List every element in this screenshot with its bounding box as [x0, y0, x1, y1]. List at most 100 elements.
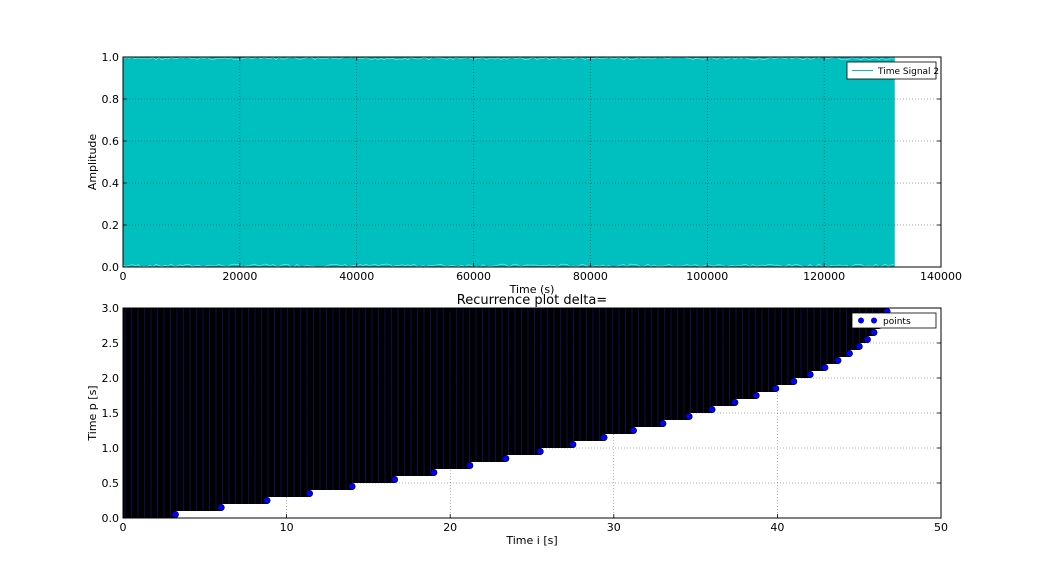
points-row-end-marker: [845, 349, 853, 357]
signal-y-tick-label: 0.2: [102, 219, 120, 232]
points-row: [123, 329, 874, 336]
points-row: [123, 483, 353, 490]
points-row-end-marker: [306, 489, 314, 497]
signal-legend-label: Time Signal 2: [877, 67, 939, 77]
points-row-end-marker: [863, 335, 871, 343]
recurrence-plot-ticks: 0 10 20 30 40 50 0.0 0.5 1.0 1.5 2.0 2.5 3.0: [102, 302, 949, 534]
points-row-texture: [124, 462, 470, 469]
points-row-texture: [124, 483, 347, 490]
points-row-texture: [124, 490, 308, 497]
points-row: [123, 504, 222, 511]
points-row: [123, 392, 757, 399]
points-row: [123, 350, 850, 357]
points-row-texture: [124, 448, 535, 455]
signal-x-tick-label: 0: [120, 270, 127, 283]
points-row-texture: [124, 336, 867, 343]
points-row: [123, 371, 811, 378]
points-row: [123, 462, 470, 469]
points-row-end-marker: [600, 433, 608, 441]
points-row-texture: [124, 364, 821, 371]
recurrence-y-tick-label: 2.0: [102, 372, 120, 385]
points-row-end-marker: [772, 384, 780, 392]
points-row-end-marker: [731, 398, 739, 406]
points-legend-marker: [858, 317, 864, 324]
points-legend: points: [851, 312, 937, 329]
points-row-end-marker: [806, 370, 814, 378]
signal-x-tick-label: 100000: [686, 270, 728, 283]
points-row-end-marker: [870, 328, 878, 336]
points-row: [123, 511, 176, 518]
points-row-texture: [124, 308, 886, 315]
points-legend-marker: [871, 317, 877, 324]
recurrence-x-tick-label: 40: [770, 521, 784, 534]
recurrence-y-tick-label: 0.5: [102, 477, 120, 490]
points-row: [123, 399, 735, 406]
points-row-end-marker: [391, 475, 399, 483]
signal-x-tick-label: 40000: [339, 270, 374, 283]
points-row-end-marker: [855, 342, 863, 350]
signal-y-tick-label: 1.0: [102, 51, 120, 64]
points-row-end-marker: [263, 496, 271, 504]
signal-y-tick-label: 0.8: [102, 93, 120, 106]
points-row-end-marker: [502, 454, 510, 462]
signal-plot: 0 20000 40000 60000 80000 100000 120000 140000 0…: [86, 51, 962, 296]
points-row-texture: [124, 357, 834, 364]
points-row-texture: [124, 441, 568, 448]
recurrence-x-tick-label: 10: [280, 521, 294, 534]
recurrence-x-tick-label: 0: [120, 521, 127, 534]
recurrence-x-axis-label: Time i [s]: [505, 534, 557, 547]
points-row: [123, 385, 776, 392]
points-row-end-marker: [536, 447, 544, 455]
recurrence-y-axis-label: Time p [s]: [86, 385, 99, 441]
points-row: [123, 364, 825, 371]
recurrence-plot: Recurrence plot delta= 0 10 20 30 40 50 0.0 0.5…: [86, 293, 948, 547]
points-row-texture: [124, 476, 392, 483]
signal-y-tick-label: 0.0: [102, 261, 120, 274]
points-row-texture: [124, 343, 854, 350]
points-row-end-marker: [569, 440, 577, 448]
points-row-end-marker: [348, 482, 356, 490]
signal-y-axis-label: Amplitude: [86, 134, 99, 191]
recurrence-plot-title: Recurrence plot delta=: [457, 293, 607, 308]
points-row: [123, 448, 541, 455]
time-signal-2-band: [123, 57, 895, 267]
recurrence-x-tick-label: 30: [607, 521, 621, 534]
points-row: [123, 315, 884, 322]
points-series: [123, 307, 891, 518]
signal-x-tick-label: 140000: [920, 270, 962, 283]
points-row: [123, 413, 690, 420]
points-row-end-marker: [708, 405, 716, 413]
points-row-texture: [124, 504, 217, 511]
recurrence-y-tick-label: 2.5: [102, 337, 120, 350]
recurrence-y-tick-label: 1.5: [102, 407, 120, 420]
points-row: [123, 476, 395, 483]
points-legend-label: points: [883, 317, 911, 327]
points-row-texture: [124, 469, 431, 476]
signal-plot-frame: [122, 56, 942, 268]
points-row: [123, 469, 434, 476]
signal-y-tick-label: 0.4: [102, 177, 120, 190]
recurrence-y-tick-label: 3.0: [102, 302, 120, 315]
points-row-end-marker: [752, 391, 760, 399]
points-row-texture: [124, 420, 659, 427]
time-signal-2-top-edge: [122, 56, 895, 61]
points-row-texture: [124, 315, 880, 322]
points-row: [123, 378, 794, 385]
signal-plot-ticks: 0 20000 40000 60000 80000 100000 120000 140000 0…: [102, 51, 963, 283]
signal-x-tick-label: 120000: [803, 270, 845, 283]
points-row-end-marker: [659, 419, 667, 427]
points-row: [123, 357, 838, 364]
time-signal-2-bottom-edge: [122, 263, 895, 268]
signal-x-axis-label: Time (s): [509, 283, 555, 296]
recurrence-y-tick-label: 0.0: [102, 512, 120, 525]
points-row: [123, 343, 860, 350]
recurrence-x-tick-label: 20: [443, 521, 457, 534]
points-row-texture: [124, 399, 730, 406]
points-row-end-marker: [466, 461, 474, 469]
points-row-texture: [124, 511, 171, 518]
signal-x-tick-label: 80000: [573, 270, 608, 283]
points-row-end-marker: [834, 356, 842, 364]
points-row-texture: [124, 371, 808, 378]
recurrence-y-tick-label: 1.0: [102, 442, 120, 455]
